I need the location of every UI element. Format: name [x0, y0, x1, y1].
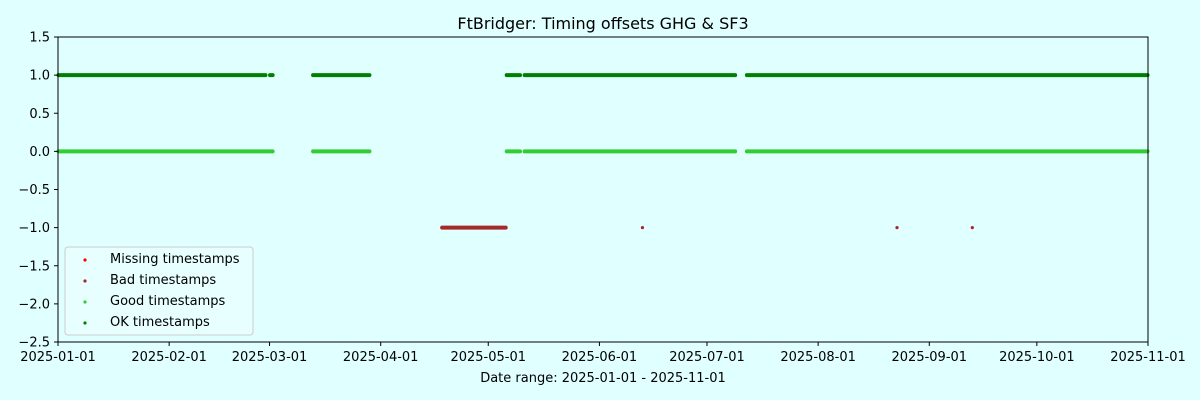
- x-tick-label: 2025-07-01: [669, 350, 745, 365]
- series-2-segment-4: [744, 149, 1150, 154]
- x-tick-label: 2025-02-01: [131, 350, 207, 365]
- y-tick-label: 1.0: [29, 69, 50, 84]
- series-3-segment-1: [268, 73, 275, 78]
- chart-title: FtBridger: Timing offsets GHG & SF3: [457, 14, 748, 33]
- x-tick-label: 2025-11-01: [1110, 350, 1186, 365]
- x-tick-label: 2025-03-01: [232, 350, 308, 365]
- series-3-segment-2: [311, 73, 372, 78]
- x-tick-label: 2025-06-01: [562, 350, 638, 365]
- legend-marker-2: [83, 300, 87, 304]
- x-tick-label: 2025-08-01: [780, 350, 856, 365]
- legend: Missing timestamps Bad timestamps Good tim…: [64, 246, 254, 336]
- x-tick-label: 2025-09-01: [892, 350, 968, 365]
- legend-box: [64, 246, 254, 336]
- legend-entry-1: Bad timestamps: [110, 273, 216, 288]
- series-3-segment-4: [522, 73, 738, 78]
- y-tick-label: 1.5: [29, 31, 50, 46]
- x-tick-label: 2025-05-01: [450, 350, 526, 365]
- legend-marker-3: [83, 321, 87, 325]
- series-2-segment-1: [311, 149, 372, 154]
- series-2-segment-3: [522, 149, 738, 154]
- y-tick-label: −1.0: [18, 221, 50, 236]
- x-tick-label: 2025-10-01: [999, 350, 1075, 365]
- y-tick-label: −0.5: [18, 183, 50, 198]
- series-2-segment-0: [56, 149, 275, 154]
- series-2-segment-2: [504, 149, 523, 154]
- x-axis-label: Date range: 2025-01-01 - 2025-11-01: [480, 371, 726, 386]
- legend-entry-0: Missing timestamps: [110, 252, 240, 267]
- series-1-point-1: [895, 226, 899, 230]
- legend-marker-1: [83, 279, 87, 283]
- y-tick-label: 0.5: [29, 107, 50, 122]
- series-3-segment-0: [56, 73, 268, 78]
- y-tick-label: −2.0: [18, 297, 50, 312]
- x-tick-label: 2025-01-01: [20, 350, 96, 365]
- legend-marker-0: [83, 258, 87, 262]
- series-1-segment-0: [440, 225, 508, 230]
- x-tick-label: 2025-04-01: [343, 350, 419, 365]
- y-tick-label: 0.0: [29, 145, 50, 160]
- legend-entry-2: Good timestamps: [110, 294, 225, 309]
- series-1-point-0: [640, 226, 645, 230]
- series-3-segment-3: [504, 73, 523, 78]
- y-tick-label: −1.5: [18, 259, 50, 274]
- series-1-point-2: [970, 226, 974, 230]
- legend-entry-3: OK timestamps: [110, 315, 210, 330]
- y-tick-label: −2.5: [18, 336, 50, 351]
- series-3-segment-5: [744, 73, 1150, 78]
